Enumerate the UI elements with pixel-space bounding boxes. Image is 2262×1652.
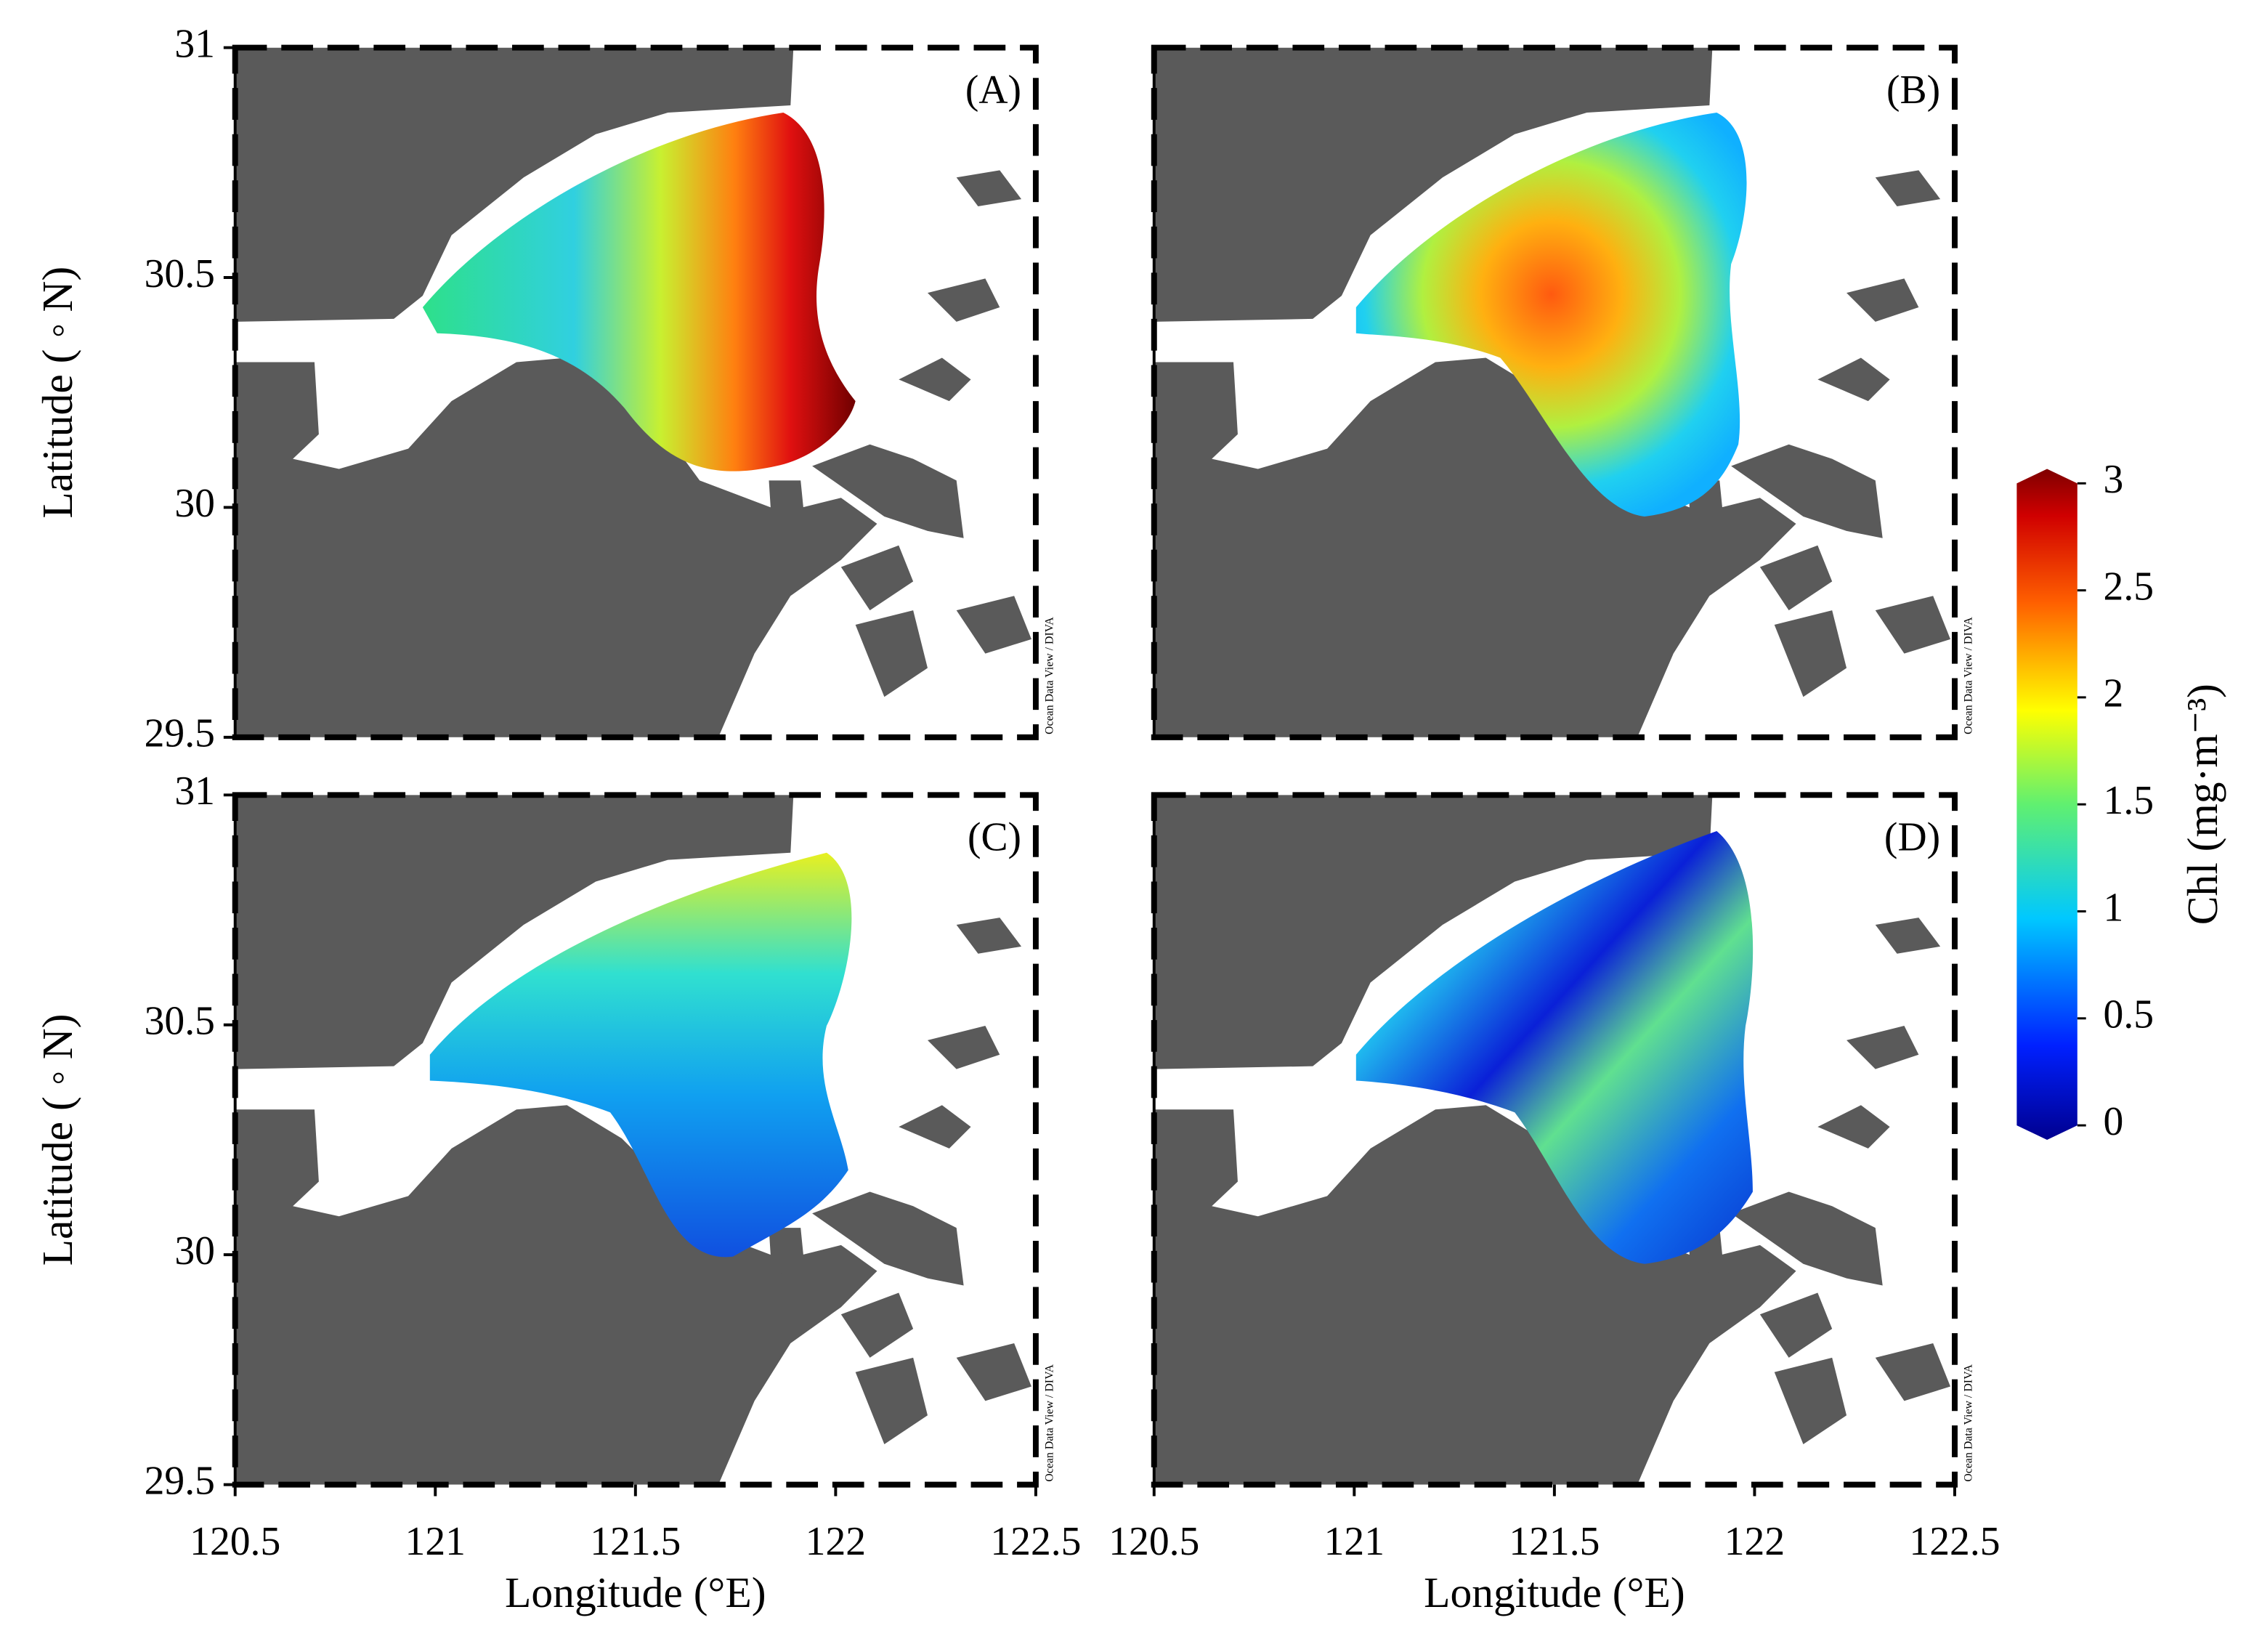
- y-tick-label: 31: [174, 21, 215, 66]
- y-axis-label: Latitude ( ◦ N): [33, 267, 81, 519]
- y-tick-label: 30: [174, 481, 215, 526]
- chl-field: [422, 112, 856, 471]
- map-panel: (D) Ocean Data View / DIVA 120.5 121 121.5 12…: [1108, 792, 2000, 1616]
- y-tick-label: 29.5: [145, 711, 215, 756]
- colorbar-tick-label: 2.5: [2104, 564, 2154, 609]
- x-axis-label: Longitude (°E): [505, 1568, 766, 1616]
- x-tick-label: 121: [405, 1519, 466, 1564]
- x-tick-label: 122.5: [990, 1519, 1081, 1564]
- map-panel: (A) Ocean Data View / DIVA 29.5 30 30.5 31 Lat…: [33, 21, 1055, 756]
- y-tick-label: 30.5: [145, 998, 215, 1043]
- y-axis-label: Latitude ( ◦ N): [33, 1013, 81, 1266]
- colorbar-tick-label: 0: [2104, 1099, 2124, 1144]
- credit: Ocean Data View / DIVA: [1043, 617, 1055, 734]
- panel-label: (A): [965, 68, 1021, 113]
- x-tick-label: 121.5: [590, 1519, 681, 1564]
- colorbar-tick-label: 0.5: [2104, 992, 2154, 1037]
- x-tick-label: 122: [806, 1519, 866, 1564]
- x-tick-label: 122.5: [1909, 1519, 2000, 1564]
- panel-label: (B): [1886, 68, 1940, 113]
- y-tick-label: 30: [174, 1228, 215, 1274]
- map-panel: (B) Ocean Data View / DIVA: [1151, 44, 1974, 740]
- colorbar: [2016, 469, 2077, 1140]
- y-tick-label: 31: [174, 769, 215, 814]
- colorbar-label: Chl (mg·m⁻³): [2178, 684, 2226, 925]
- chl-field: [1355, 112, 1747, 517]
- y-tick-label: 29.5: [145, 1458, 215, 1503]
- colorbar-tick-label: 2: [2104, 671, 2124, 716]
- credit: Ocean Data View / DIVA: [1962, 1364, 1974, 1482]
- y-tick-label: 30.5: [145, 251, 215, 296]
- panel-label: (D): [1884, 815, 1940, 860]
- x-tick-label: 122: [1724, 1519, 1785, 1564]
- chl-field: [1355, 830, 1754, 1264]
- x-tick-label: 120.5: [1108, 1519, 1199, 1564]
- chl-field: [429, 852, 852, 1258]
- x-tick-label: 120.5: [190, 1519, 280, 1564]
- colorbar-tick-label: 1.5: [2104, 778, 2154, 823]
- x-tick-label: 121: [1324, 1519, 1385, 1564]
- map-panel: (C) Ocean Data View / DIVA 29.5 30 30.5 31 Lat…: [33, 769, 1081, 1616]
- colorbar-tick-label: 3: [2104, 457, 2124, 502]
- credit: Ocean Data View / DIVA: [1043, 1364, 1055, 1482]
- panel-label: (C): [968, 815, 1021, 860]
- credit: Ocean Data View / DIVA: [1962, 617, 1974, 734]
- x-tick-label: 121.5: [1509, 1519, 1600, 1564]
- x-axis-label: Longitude (°E): [1424, 1568, 1685, 1616]
- colorbar-tick-label: 1: [2104, 885, 2124, 930]
